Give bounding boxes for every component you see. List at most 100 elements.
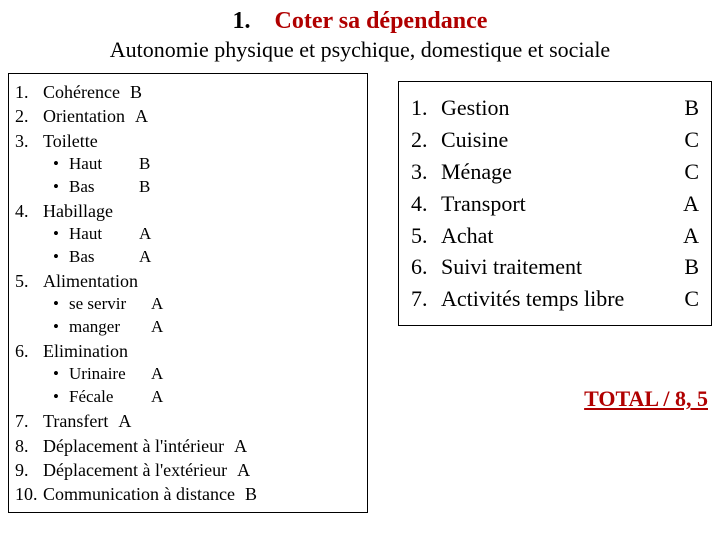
item-grade: A [135,104,148,128]
sub-item-grade: A [139,223,151,246]
physical-list: 1.CohérenceB2.OrientationA3.Toilette•Hau… [8,73,368,513]
item-label: Cohérence [43,80,120,104]
bullet-icon: • [53,293,69,316]
sub-item-grade: A [151,386,163,409]
list-item: 9.Déplacement à l'extérieur A [15,458,361,482]
item-number: 1. [15,80,43,104]
list-item: 10.Communication à distance B [15,482,361,506]
bullet-icon: • [53,363,69,386]
bullet-icon: • [53,246,69,269]
bullet-icon: • [53,223,69,246]
list-item: 3.MénageC [411,156,699,188]
item-number: 3. [15,129,43,153]
item-label: Orientation [43,104,125,128]
item-number: 6. [411,251,441,283]
item-grade: C [677,156,699,188]
item-number: 5. [15,269,43,293]
item-number: 7. [411,283,441,315]
sub-item-grade: B [139,153,150,176]
page-subtitle: Autonomie physique et psychique, domesti… [0,37,720,63]
sub-item-label: Bas [69,246,139,269]
item-label: Alimentation [43,269,138,293]
sub-item-label: se servir [69,293,151,316]
item-label: Transport [441,188,677,220]
bullet-icon: • [53,176,69,199]
sub-item: •BasA [53,246,361,269]
item-label: Achat [441,220,677,252]
title-number: 1. [233,8,251,35]
sub-item-grade: A [151,316,163,339]
item-label: Suivi traitement [441,251,677,283]
bullet-icon: • [53,386,69,409]
item-number: 7. [15,409,43,433]
item-number: 2. [411,124,441,156]
item-label: Habillage [43,199,113,223]
item-number: 10. [15,482,43,506]
list-item: 2.CuisineC [411,124,699,156]
sub-item: •UrinaireA [53,363,361,386]
total-score: TOTAL / 8, 5 [398,386,712,412]
sub-item-label: Haut [69,153,139,176]
item-grade: A [677,188,699,220]
item-grade: A [237,458,250,482]
item-grade: B [677,92,699,124]
sub-item: •FécaleA [53,386,361,409]
item-number: 5. [411,220,441,252]
item-label: Ménage [441,156,677,188]
list-item: 6.Suivi traitementB [411,251,699,283]
list-item: 7.Transfert A [15,409,361,433]
list-item: 1.Cohérence B [15,80,361,104]
sub-item-grade: A [151,363,163,386]
item-label: Déplacement à l'intérieur [43,434,224,458]
sub-item: •mangerA [53,316,361,339]
list-item: 7.Activités temps libreC [411,283,699,315]
sub-item: •HautA [53,223,361,246]
page-title: Coter sa dépendance [275,8,488,34]
item-label: Elimination [43,339,128,363]
sub-item-label: Urinaire [69,363,151,386]
list-item: 3.Toilette [15,129,361,153]
item-label: Cuisine [441,124,677,156]
item-grade: B [245,482,257,506]
list-item: 1.GestionB [411,92,699,124]
item-number: 2. [15,104,43,128]
sub-item: •BasB [53,176,361,199]
sub-item-label: Haut [69,223,139,246]
item-grade: A [118,409,131,433]
item-grade: A [234,434,247,458]
list-item: 4.Habillage [15,199,361,223]
item-grade: C [677,283,699,315]
list-item: 8.Déplacement à l'intérieur A [15,434,361,458]
item-label: Communication à distance [43,482,235,506]
item-number: 1. [411,92,441,124]
domestic-list: 1.GestionB2.CuisineC3.MénageC4.Transport… [398,81,712,326]
list-item: 5.AchatA [411,220,699,252]
sub-item-label: manger [69,316,151,339]
sub-item: •se servirA [53,293,361,316]
sub-item: •HautB [53,153,361,176]
sub-item-label: Fécale [69,386,151,409]
item-label: Transfert [43,409,108,433]
item-number: 4. [411,188,441,220]
sub-item-grade: A [139,246,151,269]
item-number: 3. [411,156,441,188]
item-number: 4. [15,199,43,223]
list-item: 5.Alimentation [15,269,361,293]
item-grade: B [130,80,142,104]
item-number: 8. [15,434,43,458]
item-label: Toilette [43,129,98,153]
item-number: 9. [15,458,43,482]
item-label: Activités temps libre [441,283,677,315]
item-grade: C [677,124,699,156]
bullet-icon: • [53,316,69,339]
sub-item-label: Bas [69,176,139,199]
list-item: 2.Orientation A [15,104,361,128]
item-label: Gestion [441,92,677,124]
bullet-icon: • [53,153,69,176]
list-item: 6.Elimination [15,339,361,363]
item-number: 6. [15,339,43,363]
item-label: Déplacement à l'extérieur [43,458,227,482]
item-grade: A [677,220,699,252]
list-item: 4.TransportA [411,188,699,220]
sub-item-grade: A [151,293,163,316]
